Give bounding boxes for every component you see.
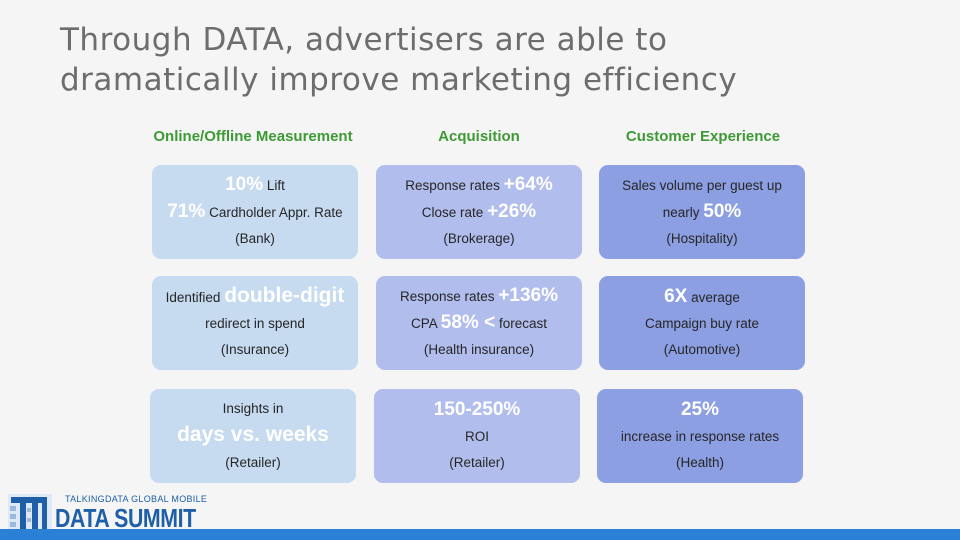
card-retailer-roi: 150-250% ROI (Retailer)	[374, 389, 580, 483]
card-text: forecast	[498, 316, 547, 331]
card-text: Identified	[165, 290, 221, 305]
card-source: (Bank)	[235, 231, 275, 246]
highlight-value: +136%	[498, 285, 559, 306]
card-insurance: Identified double-digit redirect in spen…	[152, 276, 358, 370]
highlight-value: 150-250%	[433, 398, 521, 420]
logo-title: DATA SUMMIT	[55, 503, 196, 533]
card-line: Response rates +136%	[400, 283, 558, 310]
slide-title: Through DATA, advertisers are able to dr…	[60, 20, 920, 100]
highlight-value: days vs. weeks	[177, 423, 329, 446]
card-line: 71% Cardholder Appr. Rate	[167, 199, 342, 226]
highlight-value: 58% <	[440, 312, 496, 333]
card-text: Cardholder Appr. Rate	[209, 205, 343, 220]
card-line: Identified double-digit	[166, 283, 345, 311]
title-line-2: dramatically improve marketing efficienc…	[60, 62, 738, 98]
card-line: Response rates +64%	[405, 172, 552, 199]
card-source: (Insurance)	[220, 342, 290, 357]
card-line: 25%	[681, 397, 719, 424]
card-health: 25% increase in response rates (Health)	[597, 389, 803, 483]
card-retailer-insights: Insights in days vs. weeks (Retailer)	[150, 389, 356, 483]
card-text: redirect in spend	[205, 316, 305, 331]
card-line: 150-250%	[434, 397, 521, 424]
card-text: Response rates	[399, 289, 495, 304]
card-line: CPA 58% < forecast	[411, 310, 547, 337]
card-source: (Hospitality)	[666, 230, 738, 246]
card-source: (Retailer)	[449, 454, 505, 470]
highlight-value: 50%	[703, 200, 742, 222]
highlight-value: +64%	[503, 174, 553, 195]
card-line: 6X average	[664, 284, 740, 311]
card-line: Close rate +26%	[422, 199, 536, 226]
card-line: nearly 50%	[663, 199, 742, 226]
card-source: (Health)	[675, 454, 724, 470]
title-line-1: Through DATA, advertisers are able to	[60, 22, 668, 58]
card-text: Campaign buy rate	[644, 315, 760, 331]
card-brokerage: Response rates +64% Close rate +26% (Bro…	[376, 165, 582, 259]
highlight-value: 71%	[167, 201, 206, 222]
highlight-value: double-digit	[224, 284, 345, 307]
footer-bar	[0, 529, 960, 540]
card-source: (Automotive)	[663, 341, 741, 357]
card-text: Insights in	[222, 401, 284, 416]
highlight-value: +26%	[487, 201, 537, 222]
card-text: ROI	[464, 428, 489, 444]
card-health-insurance: Response rates +136% CPA 58% < forecast …	[376, 276, 582, 370]
card-text: nearly	[662, 204, 700, 220]
card-text: Close rate	[421, 205, 484, 220]
card-text: Response rates	[405, 178, 500, 193]
highlight-value: 10%	[225, 174, 264, 195]
highlight-value: 6X	[664, 285, 688, 307]
card-line: days vs. weeks	[177, 422, 329, 450]
card-text: average	[691, 289, 740, 305]
card-text: CPA	[411, 316, 438, 331]
highlight-value: 25%	[680, 398, 720, 420]
column-heading-measurement: Online/Offline Measurement	[153, 128, 353, 145]
data-summit-logo: TALKINGDATA GLOBAL MOBILE DATA SUMMIT	[8, 492, 207, 533]
card-source: (Brokerage)	[443, 231, 515, 246]
card-hospitality: Sales volume per guest up nearly 50% (Ho…	[599, 165, 805, 259]
card-source: (Health insurance)	[423, 342, 535, 357]
logo-subtitle: TALKINGDATA GLOBAL MOBILE	[65, 494, 208, 504]
card-text: Sales volume per guest up	[622, 177, 782, 193]
card-automotive: 6X average Campaign buy rate (Automotive…	[599, 276, 805, 370]
card-bank: 10% Lift 71% Cardholder Appr. Rate (Bank…	[152, 165, 358, 259]
logo-mark-icon	[8, 494, 52, 530]
card-text: increase in response rates	[620, 428, 780, 444]
column-heading-acquisition: Acquisition	[438, 128, 520, 145]
card-line: 10% Lift	[225, 172, 285, 199]
card-text: Lift	[266, 178, 285, 193]
column-heading-customer-experience: Customer Experience	[625, 128, 781, 145]
card-source: (Retailer)	[225, 455, 281, 470]
